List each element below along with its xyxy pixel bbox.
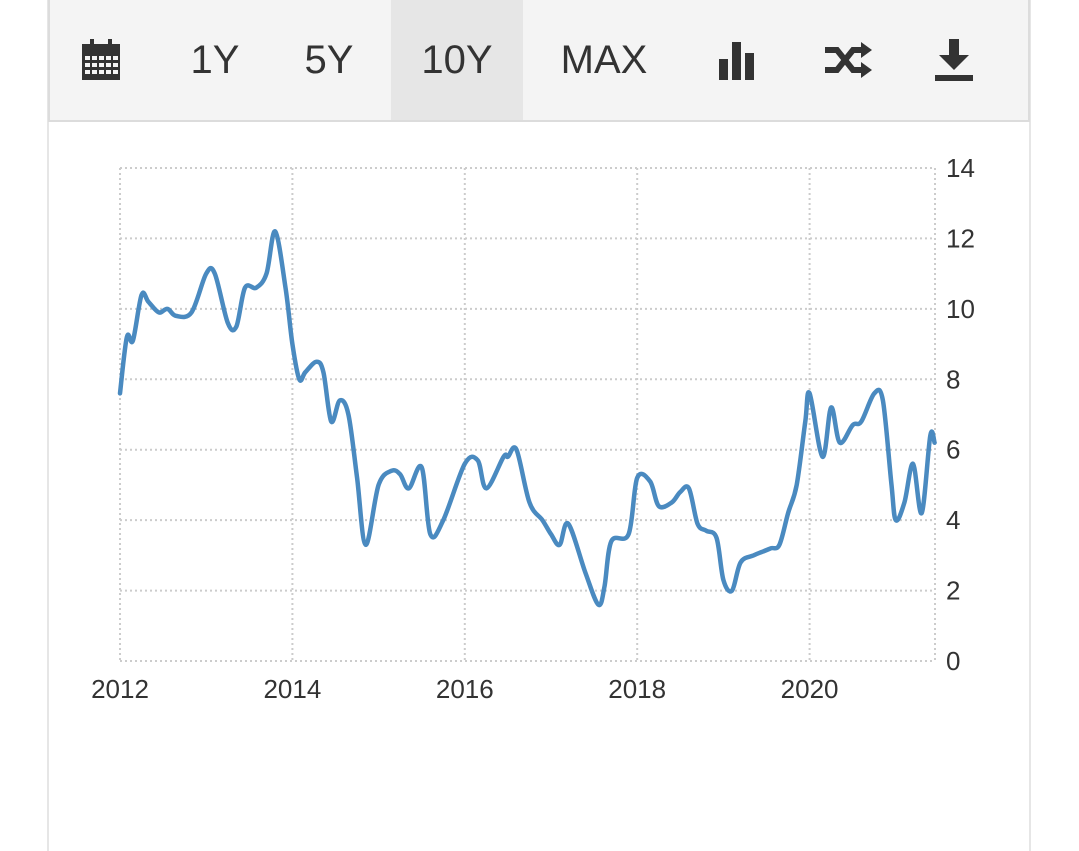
y-tick-label: 8	[946, 364, 960, 394]
y-tick-label: 0	[946, 646, 960, 676]
y-tick-label: 6	[946, 435, 960, 465]
y-tick-label: 10	[946, 294, 975, 324]
range-5y-button[interactable]: 5Y	[304, 37, 354, 82]
calendar-button[interactable]	[64, 0, 138, 120]
download-button[interactable]	[916, 0, 992, 120]
shuffle-icon	[825, 42, 872, 78]
chart-type-button[interactable]	[700, 0, 776, 120]
series-line	[117, 229, 937, 608]
range-max-button[interactable]: MAX	[560, 37, 648, 82]
calendar-icon	[82, 39, 120, 80]
x-tick-label: 2018	[608, 674, 666, 704]
x-tick-label: 2014	[263, 674, 321, 704]
y-tick-label: 2	[946, 576, 960, 606]
chart-toolbar: 1Y 5Y 10Y MAX	[48, 0, 1030, 122]
range-1y-button[interactable]: 1Y	[190, 37, 240, 82]
range-10y-button[interactable]: 10Y	[391, 0, 523, 120]
x-tick-label: 2020	[781, 674, 839, 704]
compare-button[interactable]	[808, 0, 888, 120]
y-tick-label: 12	[946, 223, 975, 253]
x-tick-label: 2016	[436, 674, 494, 704]
chart-card	[47, 0, 1031, 851]
download-icon	[935, 39, 973, 81]
x-tick-label: 2012	[91, 674, 149, 704]
y-tick-label: 14	[946, 153, 975, 183]
y-tick-label: 4	[946, 505, 960, 535]
bar-chart-icon	[719, 42, 754, 80]
